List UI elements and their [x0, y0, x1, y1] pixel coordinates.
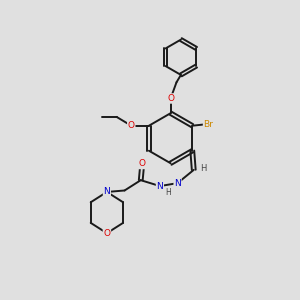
Text: Br: Br — [203, 120, 213, 129]
Text: N: N — [174, 178, 181, 188]
Text: O: O — [103, 229, 110, 238]
Text: H: H — [165, 188, 171, 197]
Text: H: H — [200, 164, 206, 173]
Text: O: O — [167, 94, 174, 103]
Text: O: O — [128, 121, 135, 130]
Text: N: N — [103, 188, 110, 196]
Text: O: O — [139, 160, 146, 169]
Text: N: N — [157, 182, 163, 190]
